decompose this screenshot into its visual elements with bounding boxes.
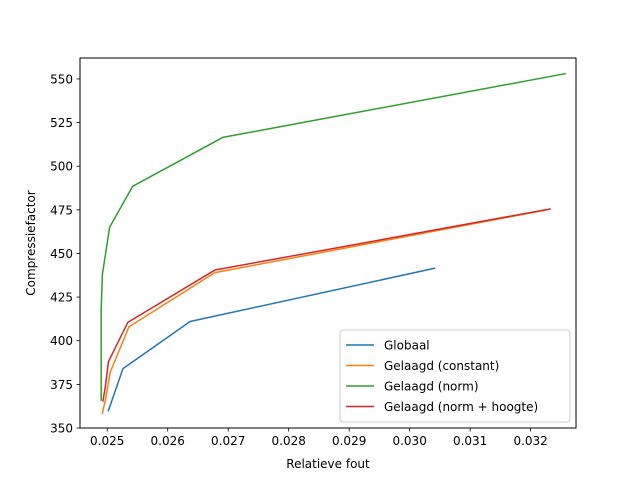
legend-label-1: Globaal: [384, 339, 430, 353]
x-tick-label: 0.026: [151, 434, 185, 448]
y-tick-label: 475: [50, 203, 73, 217]
y-tick-label: 525: [50, 116, 73, 130]
series-line-4: [102, 208, 551, 402]
y-tick-label: 500: [50, 160, 73, 174]
legend-label-2: Gelaagd (constant): [384, 359, 499, 373]
x-axis-ticks: 0.025 0.026 0.027 0.028 0.029 0.030 0.031 0.032: [90, 428, 548, 448]
y-tick-label: 375: [50, 378, 73, 392]
series-layer: [100, 72, 566, 415]
x-tick-label: 0.027: [211, 434, 245, 448]
x-tick-label: 0.025: [90, 434, 124, 448]
y-axis-ticks: 350 375 400 425 450 475 500 525 550: [50, 72, 80, 436]
legend-box: [339, 329, 571, 423]
y-tick-label: 450: [50, 247, 73, 261]
y-tick-label: 400: [50, 334, 73, 348]
x-tick-label: 0.032: [513, 434, 547, 448]
series-line-1: [107, 267, 436, 412]
legend: Globaal Gelaagd (constant) Gelaagd (norm) G…: [339, 329, 571, 423]
y-tick-label: 350: [50, 422, 73, 436]
x-tick-label: 0.028: [272, 434, 306, 448]
legend-label-4: Gelaagd (norm + hoogte): [384, 400, 538, 414]
axes-frame: [79, 57, 577, 429]
y-axis-label: Compressiefactor: [24, 190, 38, 296]
y-tick-label: 425: [50, 291, 73, 305]
x-tick-label: 0.029: [332, 434, 366, 448]
x-tick-label: 0.031: [453, 434, 487, 448]
x-tick-label: 0.030: [392, 434, 426, 448]
x-axis-label: Relatieve fout: [286, 457, 370, 471]
y-tick-label: 550: [50, 72, 73, 86]
series-line-3: [100, 72, 566, 401]
legend-label-3: Gelaagd (norm): [384, 380, 479, 394]
series-line-2: [101, 208, 548, 415]
